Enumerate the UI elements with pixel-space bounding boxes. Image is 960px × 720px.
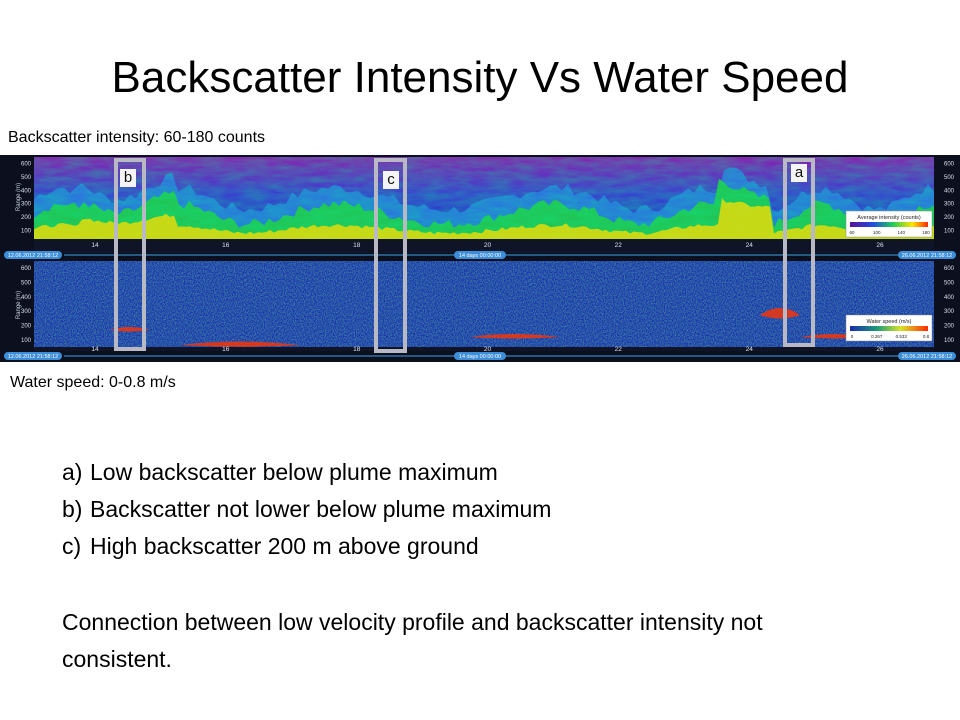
day-tick-label: 22: [615, 242, 623, 249]
legend-tick-label: 100: [873, 230, 881, 235]
top-legend-colorbar: [850, 222, 928, 227]
range-tick-label: 400: [944, 188, 955, 194]
bottom-high-speed-layer: [110, 308, 870, 347]
day-tick-label: 20: [484, 346, 492, 353]
list-item-letter: c): [62, 533, 82, 559]
span-pill-bottom: [454, 352, 506, 360]
day-tick-label: 24: [746, 346, 754, 353]
day-tick-label: 18: [353, 242, 361, 249]
legend-tick-label: 140: [898, 230, 906, 235]
top-range-axis-left: 600 500 400 300 200 100: [21, 162, 32, 235]
day-tick-label: 24: [746, 242, 754, 249]
range-tick-label: 500: [944, 281, 955, 287]
top-legend: Average intensity (counts) 60 100 140 180: [845, 210, 933, 238]
legend-tick-label: 0.267: [871, 334, 883, 339]
top-range-axis-right: 600 500 400 300 200 100: [944, 162, 955, 235]
list-item-letter: b): [62, 496, 83, 522]
top-range-axis-label: Range (m): [16, 183, 22, 211]
end-date-label: 26.06.2012 21:58:12: [902, 253, 952, 259]
range-tick-label: 200: [21, 215, 32, 221]
legend-tick-label: 0.533: [896, 334, 908, 339]
bottom-range-axis-right: 600 500 400 300 200 100: [944, 266, 955, 344]
acoustic-profile-figure: 600 500 400 300 200 100 600 500 400 300 200 100 Ra…: [0, 155, 960, 362]
range-tick-label: 500: [944, 175, 955, 181]
end-date-pill: [898, 251, 956, 259]
list-item-text: Low backscatter below plume maximum: [90, 459, 498, 485]
range-tick-label: 300: [21, 309, 32, 315]
bottom-legend: Water speed (m/s) 0 0.267 0.533 0.8: [845, 314, 933, 342]
start-date-label: 12.06.2012 21:58:12: [8, 253, 58, 259]
bottom-texture: [34, 261, 934, 347]
bottom-legend-colorbar: [850, 326, 928, 331]
list-item-text: High backscatter 200 m above ground: [90, 533, 479, 559]
range-tick-label: 500: [21, 281, 32, 287]
middle-time-axis: 14 16 18 20 22 24 26 12.06.2012 21:58:12 14 da…: [4, 239, 956, 259]
top-legend-title: Average intensity (counts): [857, 215, 921, 221]
bottom-legend-ticks: 0 0.267 0.533 0.8: [851, 334, 930, 339]
day-tick-label: 16: [222, 242, 230, 249]
range-tick-label: 400: [21, 295, 32, 301]
range-tick-label: 600: [21, 162, 32, 168]
span-pill: [454, 251, 506, 259]
day-tick-label: 20: [484, 242, 492, 249]
list-item-letter: a): [62, 459, 83, 485]
span-label: 14 days 00:00:00: [459, 253, 501, 259]
list-item-text: Backscatter not lower below plume maximu…: [90, 496, 552, 522]
day-tick-label: 16: [222, 346, 230, 353]
list-item: b) Backscatter not lower below plume max…: [62, 491, 551, 528]
bottom-range-axis-left: 600 500 400 300 200 100: [21, 266, 32, 344]
slide-title: Backscatter Intensity Vs Water Speed: [111, 53, 849, 102]
bottom-legend-title: Water speed (m/s): [866, 319, 911, 325]
range-tick-label: 200: [944, 324, 955, 330]
day-tick-label: 22: [615, 346, 623, 353]
range-tick-label: 100: [944, 338, 955, 344]
end-date-label-bottom: 26.06.2012 21:58:12: [902, 354, 952, 360]
conclusion-text: Connection between low velocity profile …: [62, 609, 763, 672]
range-tick-label: 200: [944, 215, 955, 221]
top-legend-ticks: 60 100 140 180: [849, 230, 930, 235]
range-tick-label: 100: [944, 228, 955, 234]
top-peaks-layer: [34, 198, 934, 239]
range-tick-label: 600: [944, 266, 955, 272]
day-tick-label: 26: [876, 242, 884, 249]
day-tick-label: 26: [876, 346, 884, 353]
legend-tick-label: 0.8: [923, 334, 930, 339]
range-tick-label: 300: [944, 309, 955, 315]
range-tick-label: 400: [21, 188, 32, 194]
observation-list: a) Low backscatter below plume maximum b…: [62, 454, 551, 565]
range-tick-label: 300: [944, 202, 955, 208]
range-tick-label: 500: [21, 175, 32, 181]
list-item: a) Low backscatter below plume maximum: [62, 454, 551, 491]
top-panel: 600 500 400 300 200 100 600 500 400 300 200 100 Ra…: [16, 157, 955, 239]
legend-tick-label: 60: [849, 230, 855, 235]
day-tick-label: 18: [353, 346, 361, 353]
list-item: c) High backscatter 200 m above ground: [62, 528, 551, 565]
range-tick-label: 100: [21, 338, 32, 344]
end-date-pill-bottom: [898, 352, 956, 360]
start-date-pill: [4, 251, 62, 259]
water-speed-caption: Water speed: 0-0.8 m/s: [10, 374, 176, 391]
legend-tick-label: 0: [851, 334, 854, 339]
range-tick-label: 100: [21, 228, 32, 234]
start-date-label-bottom: 12.06.2012 21:58:12: [8, 354, 58, 360]
bottom-range-axis-label: Range (m): [16, 291, 22, 319]
range-tick-label: 200: [21, 324, 32, 330]
range-tick-label: 300: [21, 202, 32, 208]
bottom-panel: 600 500 400 300 200 100 600 500 400 300 200 100 Ra…: [16, 261, 955, 347]
day-tick-label: 14: [91, 346, 99, 353]
range-tick-label: 400: [944, 295, 955, 301]
bottom-time-axis: 14 16 18 20 22 24 26 12.06.2012 21:58:12 14 da…: [4, 346, 956, 360]
span-label-bottom: 14 days 00:00:00: [459, 354, 501, 360]
backscatter-caption: Backscatter intensity: 60-180 counts: [8, 129, 266, 146]
legend-tick-label: 180: [922, 230, 930, 235]
range-tick-label: 600: [944, 162, 955, 168]
range-tick-label: 600: [21, 266, 32, 272]
start-date-pill-bottom: [4, 352, 62, 360]
day-tick-label: 14: [91, 242, 99, 249]
